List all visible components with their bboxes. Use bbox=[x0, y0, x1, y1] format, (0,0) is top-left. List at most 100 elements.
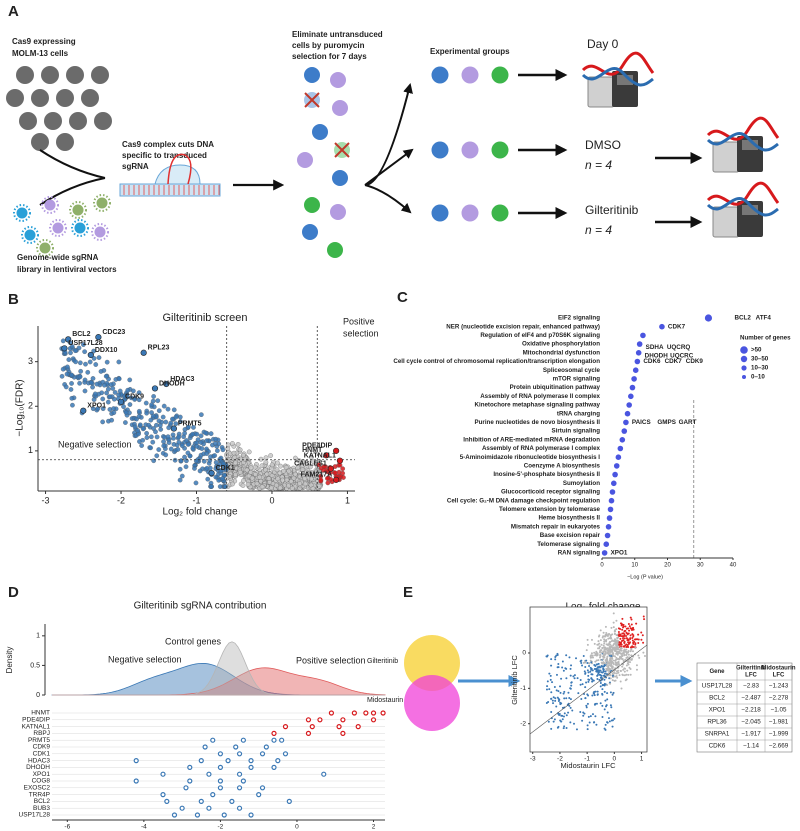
gene-annotation: CDK6 bbox=[643, 358, 661, 365]
background-point bbox=[266, 476, 272, 481]
background-point bbox=[612, 691, 615, 694]
cell bbox=[491, 66, 509, 84]
background-point bbox=[213, 466, 219, 471]
background-point bbox=[584, 686, 587, 689]
sequencer bbox=[712, 206, 740, 238]
cell bbox=[491, 204, 509, 222]
legend-title: Number of genes bbox=[740, 335, 791, 342]
background-point bbox=[182, 454, 187, 460]
gene-label: RBPJ bbox=[33, 730, 50, 737]
background-point bbox=[581, 683, 584, 686]
background-point bbox=[615, 619, 618, 622]
background-point bbox=[625, 654, 628, 657]
sgrna-point bbox=[286, 798, 292, 805]
background-point bbox=[618, 641, 621, 644]
legend-label: 30–50 bbox=[751, 356, 769, 363]
background-point bbox=[179, 473, 185, 479]
background-point bbox=[302, 476, 308, 481]
background-point bbox=[623, 640, 626, 643]
annotation: Positive selection bbox=[296, 655, 366, 665]
background-point bbox=[613, 632, 616, 635]
background-point bbox=[602, 674, 605, 677]
background-point bbox=[625, 635, 628, 638]
background-point bbox=[568, 656, 571, 659]
term-label: Telomerase signaling bbox=[537, 541, 600, 548]
table-header: Gene bbox=[709, 669, 725, 675]
gene-annotation: CDK9 bbox=[686, 358, 704, 365]
table-header: LFC bbox=[745, 673, 757, 679]
background-point bbox=[597, 647, 600, 650]
background-point bbox=[204, 451, 210, 456]
background-point bbox=[194, 444, 200, 449]
cell bbox=[431, 66, 449, 84]
background-point bbox=[565, 697, 568, 700]
y-tick-label: 0 bbox=[36, 692, 40, 699]
background-point bbox=[615, 662, 618, 665]
background-point bbox=[630, 657, 633, 660]
background-point bbox=[548, 672, 551, 675]
table-cell: CDK6 bbox=[709, 743, 726, 750]
sgrna-point bbox=[179, 805, 185, 811]
background-point bbox=[88, 380, 94, 385]
y-tick-label: 1 bbox=[36, 633, 40, 640]
background-point bbox=[280, 477, 285, 483]
background-point bbox=[187, 453, 193, 459]
background-point bbox=[550, 691, 553, 694]
background-point bbox=[557, 666, 560, 669]
sgrna-point bbox=[133, 778, 139, 784]
background-point bbox=[184, 458, 189, 464]
dead-mark bbox=[334, 142, 350, 158]
gene-point bbox=[333, 447, 340, 454]
background-point bbox=[596, 693, 599, 696]
background-point bbox=[157, 423, 163, 428]
table-cell: BCL2 bbox=[709, 695, 725, 702]
background-point bbox=[615, 648, 618, 651]
background-point bbox=[171, 435, 176, 441]
background-point bbox=[591, 654, 594, 657]
sgRNA bbox=[167, 153, 192, 185]
table-header: Gilteritinib bbox=[736, 666, 766, 672]
background-point bbox=[69, 344, 75, 349]
cell bbox=[16, 66, 34, 84]
background-point bbox=[604, 650, 607, 653]
background-point bbox=[621, 635, 624, 638]
term-point bbox=[628, 393, 634, 400]
term-point bbox=[632, 367, 639, 374]
background-point bbox=[640, 631, 643, 634]
background-point bbox=[610, 655, 613, 658]
background-point bbox=[643, 618, 646, 621]
background-point bbox=[623, 633, 626, 636]
virion bbox=[94, 226, 106, 238]
background-point bbox=[559, 719, 562, 722]
term-label: Cell cycle: G₂-M DNA damage checkpoint r… bbox=[447, 497, 600, 504]
gene-label: USP17L28 bbox=[19, 812, 51, 819]
background-point bbox=[561, 714, 564, 717]
virion bbox=[52, 222, 64, 234]
background-point bbox=[185, 424, 191, 430]
background-point bbox=[104, 359, 110, 365]
background-point bbox=[625, 643, 628, 646]
background-point bbox=[606, 651, 609, 654]
x-tick-label: 20 bbox=[664, 563, 671, 569]
background-point bbox=[555, 673, 558, 676]
background-point bbox=[621, 617, 624, 620]
sgrna-point bbox=[217, 764, 224, 771]
background-point bbox=[622, 637, 625, 640]
background-point bbox=[237, 447, 243, 453]
background-point bbox=[621, 658, 624, 661]
background-point bbox=[176, 434, 182, 440]
background-point bbox=[586, 728, 589, 731]
virion-spikes bbox=[36, 239, 54, 257]
background-point bbox=[629, 667, 632, 670]
sgrna-point bbox=[363, 710, 369, 716]
cell bbox=[332, 170, 348, 186]
background-point bbox=[263, 455, 269, 461]
term-point bbox=[640, 332, 646, 339]
background-point bbox=[579, 679, 582, 682]
background-point bbox=[561, 718, 564, 721]
term-label: Heme biosynthesis II bbox=[538, 515, 600, 522]
background-point bbox=[604, 662, 607, 665]
background-point bbox=[603, 664, 606, 667]
background-point bbox=[643, 655, 646, 658]
background-point bbox=[554, 699, 557, 702]
